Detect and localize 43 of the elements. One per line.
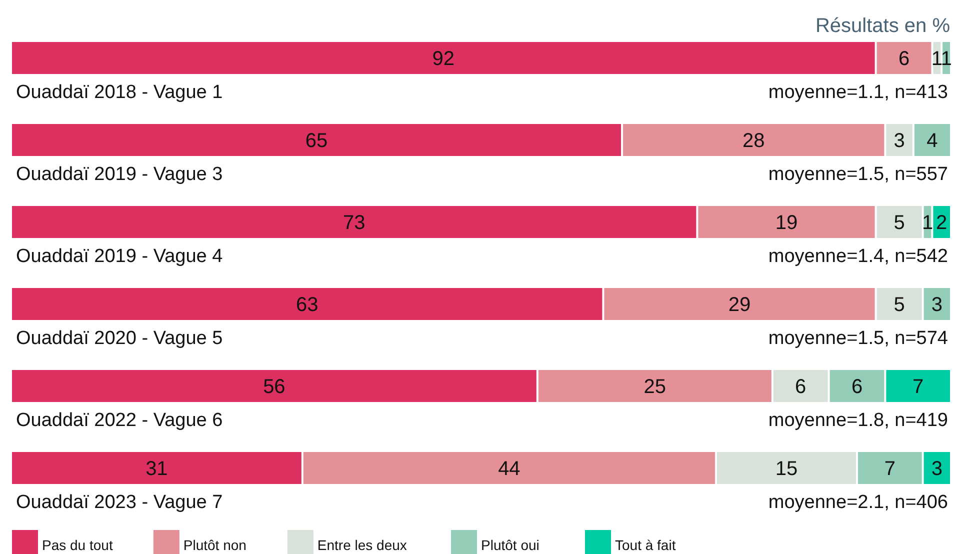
data-label: 19 bbox=[775, 212, 798, 234]
data-label: 92 bbox=[432, 48, 455, 70]
data-label: 6 bbox=[851, 376, 863, 398]
data-label: 4 bbox=[926, 130, 938, 152]
annotation: moyenne=1.1, n=413 bbox=[768, 82, 948, 103]
legend-label: Plutôt non bbox=[183, 537, 246, 553]
data-label: 25 bbox=[644, 376, 666, 398]
data-label: 1 bbox=[931, 48, 942, 70]
chart-subtitle: Résultats en % bbox=[815, 15, 950, 37]
data-label: 6 bbox=[795, 376, 806, 398]
data-label: 3 bbox=[931, 458, 942, 480]
y-tick-label: Ouaddaï 2018 - Vague 1 bbox=[16, 82, 223, 103]
data-label: 3 bbox=[931, 294, 942, 316]
legend-label: Plutôt oui bbox=[481, 537, 540, 553]
annotation: moyenne=1.4, n=542 bbox=[768, 246, 948, 267]
y-tick-label: Ouaddaï 2019 - Vague 3 bbox=[16, 164, 223, 185]
legend-label: Tout à fait bbox=[615, 537, 676, 553]
annotation: moyenne=1.5, n=574 bbox=[768, 328, 948, 349]
data-label: 6 bbox=[898, 48, 910, 70]
legend-label: Pas du tout bbox=[42, 537, 113, 553]
data-label: 73 bbox=[342, 212, 366, 234]
data-label: 7 bbox=[912, 376, 924, 398]
y-tick-label: Ouaddaï 2020 - Vague 5 bbox=[16, 328, 223, 349]
data-label: 29 bbox=[728, 294, 751, 316]
y-tick-label: Ouaddaï 2023 - Vague 7 bbox=[16, 492, 223, 513]
data-label: 7 bbox=[884, 458, 896, 480]
data-label: 56 bbox=[263, 376, 286, 398]
data-label: 3 bbox=[894, 130, 905, 152]
data-label: 31 bbox=[146, 458, 168, 480]
annotation: moyenne=2.1, n=406 bbox=[768, 492, 948, 513]
annotation: moyenne=1.8, n=419 bbox=[768, 410, 948, 431]
data-label: 65 bbox=[305, 130, 328, 152]
data-label: 63 bbox=[296, 294, 318, 316]
legend-label: Entre les deux bbox=[317, 537, 407, 553]
data-label: 15 bbox=[775, 458, 798, 480]
data-label: 28 bbox=[742, 130, 765, 152]
y-tick-label: Ouaddaï 2019 - Vague 4 bbox=[16, 246, 224, 267]
data-label: 5 bbox=[894, 294, 905, 316]
data-label: 5 bbox=[894, 212, 905, 234]
data-label: 44 bbox=[498, 458, 520, 480]
data-label: 2 bbox=[936, 212, 948, 234]
annotation: moyenne=1.5, n=557 bbox=[768, 164, 948, 185]
y-tick-label: Ouaddaï 2022 - Vague 6 bbox=[16, 410, 223, 431]
